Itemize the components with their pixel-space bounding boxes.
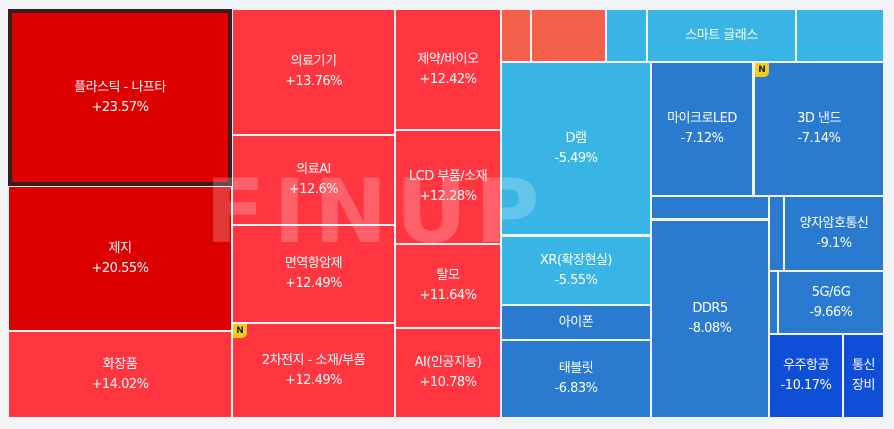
tile-small-3[interactable] <box>607 10 646 61</box>
tile-change: -8.08% <box>688 321 733 336</box>
tile-quantum-crypto[interactable]: 양자암호통신 -9.1% <box>785 197 883 270</box>
tile-change: +12.49% <box>285 372 342 388</box>
tile-name: 아이폰 <box>558 314 594 330</box>
tile-name: 태블릿 <box>558 361 594 376</box>
new-badge-icon: N <box>755 63 769 77</box>
tile-secondary-battery[interactable]: 2차전지 - 소재/부품 +12.49% <box>233 324 394 417</box>
tile-ddr5[interactable]: DDR5 -8.08% <box>652 221 768 417</box>
tile-name: LCD 부품/소재 <box>408 169 488 184</box>
tile-medical-devices[interactable]: 의료기기 +13.76% <box>233 10 394 134</box>
tile-ai[interactable]: AI(인공지능) +10.78% <box>396 329 500 417</box>
tile-change: +14.02% <box>91 376 149 392</box>
tile-name: D램 <box>565 130 587 146</box>
tile-change: +12.6% <box>288 182 339 197</box>
tile-name: 면역항암제 <box>284 256 343 271</box>
tile-name: 통신 장비 <box>852 358 875 393</box>
tile-name: 의료AI <box>296 162 331 177</box>
tile-small-2[interactable] <box>532 10 605 61</box>
tile-change: -5.49% <box>554 150 599 166</box>
tile-name: 탈모 <box>436 268 460 283</box>
tile-change: -7.12% <box>680 131 725 146</box>
tile-pharma-bio[interactable]: 제약/바이오 +12.42% <box>396 10 500 129</box>
tile-change: -5.55% <box>554 272 599 288</box>
tile-change: -9.66% <box>809 304 854 320</box>
tile-change: -9.1% <box>816 235 852 251</box>
tile-small-7[interactable] <box>770 272 777 333</box>
tile-iphone[interactable]: 아이폰 <box>502 306 650 339</box>
tile-smart-glasses[interactable]: 스마트 글래스 <box>648 10 795 61</box>
tile-5g-6g[interactable]: 5G/6G -9.66% <box>779 272 883 333</box>
tile-xr[interactable]: XR(확장현실) -5.55% <box>502 237 650 304</box>
tile-change: +12.42% <box>419 71 477 87</box>
tile-plastic-naphtha[interactable]: 플라스틱 - 나프타 +23.57% <box>8 9 232 186</box>
tile-name: 화장품 <box>102 356 138 372</box>
tile-name: 제약/바이오 <box>417 51 479 67</box>
tile-name: 제지 <box>108 240 132 256</box>
tile-change: +20.55% <box>91 260 149 276</box>
tile-hair-loss[interactable]: 탈모 +11.64% <box>396 245 500 327</box>
tile-tablet[interactable]: 태블릿 -6.83% <box>502 341 650 417</box>
tile-name: 3D 낸드 <box>797 111 841 126</box>
tile-cosmetics[interactable]: 화장품 +14.02% <box>9 332 231 417</box>
tile-change: -6.83% <box>554 381 599 396</box>
tile-small-1[interactable] <box>502 10 530 61</box>
tile-name: DDR5 <box>692 301 728 316</box>
tile-aerospace[interactable]: 우주항공 -10.17% <box>770 335 842 417</box>
tile-small-4[interactable] <box>797 10 883 61</box>
tile-small-5[interactable] <box>652 197 768 218</box>
tile-name: 2차전지 - 소재/부품 <box>261 352 366 368</box>
tile-medical-ai[interactable]: 의료AI +12.6% <box>233 136 394 224</box>
tile-3d-nand[interactable]: 3D 낸드 -7.14% <box>755 63 883 195</box>
tile-name: 플라스틱 - 나프타 <box>74 79 166 95</box>
tile-name: 의료기기 <box>290 54 337 69</box>
tile-name: AI(인공지능) <box>414 355 482 370</box>
tile-change: +12.49% <box>285 276 342 291</box>
tile-small-6[interactable] <box>770 197 783 270</box>
tile-change: +11.64% <box>419 288 477 303</box>
tile-micro-led[interactable]: 마이크로LED -7.12% <box>652 63 752 195</box>
tile-change: -10.17% <box>780 378 832 393</box>
tile-change: +10.78% <box>419 375 477 390</box>
tile-change: +23.57% <box>91 99 149 115</box>
tile-name: 양자암호통신 <box>799 215 869 231</box>
new-badge-icon: N <box>233 324 247 338</box>
tile-immuno-oncology[interactable]: 면역항암제 +12.49% <box>233 226 394 322</box>
tile-name: 스마트 글래스 <box>685 27 758 43</box>
tile-change: -7.14% <box>797 131 842 146</box>
tile-lcd-parts[interactable]: LCD 부품/소재 +12.28% <box>396 131 500 243</box>
tile-change: +12.28% <box>419 189 477 204</box>
tile-name: XR(확장현실) <box>540 252 612 268</box>
tile-telecom-equipment[interactable]: 통신 장비 <box>844 335 883 417</box>
tile-paper[interactable]: 제지 +20.55% <box>9 187 231 330</box>
tile-name: 우주항공 <box>783 358 829 373</box>
tile-change: +13.76% <box>285 74 342 89</box>
tile-dram[interactable]: D램 -5.49% <box>502 63 650 234</box>
tile-name: 마이크로LED <box>667 111 737 126</box>
tile-name: 5G/6G <box>811 284 851 300</box>
